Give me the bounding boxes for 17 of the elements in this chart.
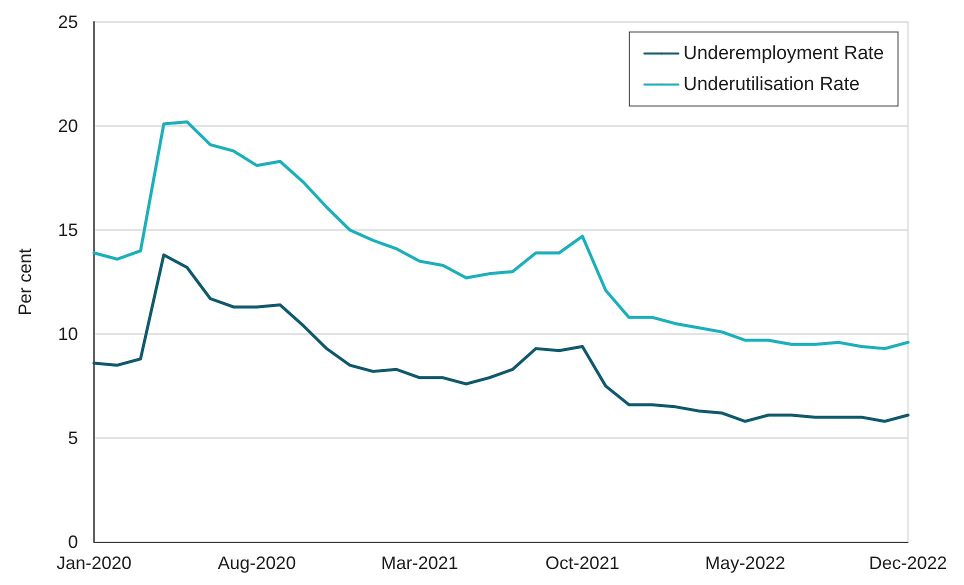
x-tick-label: May-2022 [705,553,786,573]
x-tick-label: Oct-2021 [545,553,620,573]
line-series [92,120,910,350]
y-tick-label: 25 [58,12,78,32]
legend-label: Underemployment Rate [683,43,884,64]
legend-label: Underutilisation Rate [683,74,860,95]
y-axis-title: Per cent [15,248,35,316]
x-tick-label: Mar-2021 [381,553,458,573]
y-tick-label: 0 [68,532,78,552]
x-tick-label: Aug-2020 [218,553,296,573]
y-tick-label: 15 [58,220,78,240]
y-tick-label: 5 [68,428,78,448]
line-series [92,253,910,423]
y-tick-label: 10 [58,324,78,344]
x-tick-label: Jan-2020 [56,553,132,573]
y-tick-label: 20 [58,116,78,136]
x-tick-label: Dec-2022 [868,553,948,573]
